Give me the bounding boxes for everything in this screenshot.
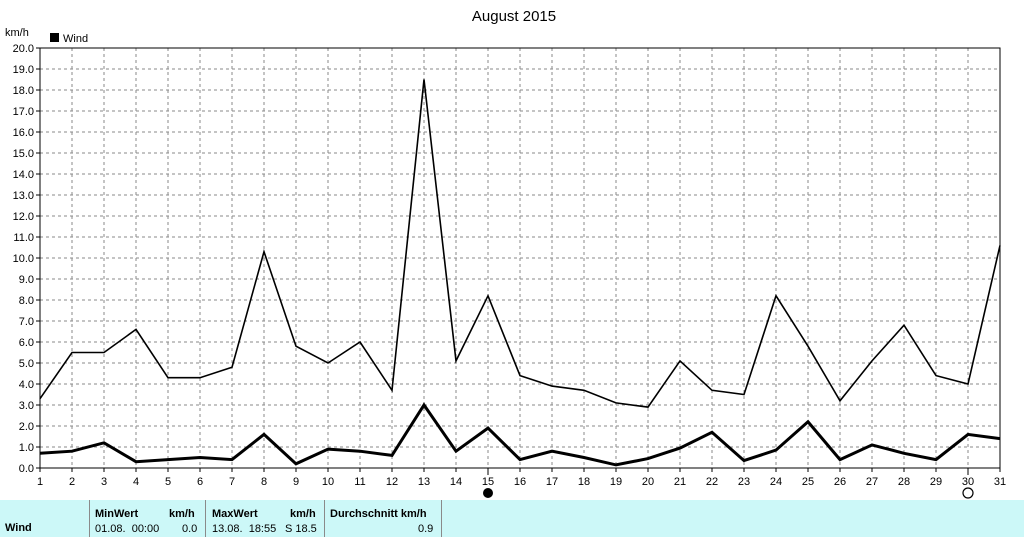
x-tick-label: 31 (994, 476, 1006, 488)
y-tick-label: 3.0 (19, 400, 34, 412)
x-tick-label: 26 (834, 476, 846, 488)
x-tick-label: 18 (578, 476, 590, 488)
x-tick-label: 13 (418, 476, 430, 488)
x-tick-label: 11 (354, 476, 365, 488)
min-value: 0.0 (182, 523, 198, 535)
y-axis-unit: km/h (5, 27, 29, 39)
y-tick-label: 9.0 (19, 274, 34, 286)
x-tick-label: 14 (450, 476, 462, 488)
series-lines (39, 79, 1001, 467)
row-label: Wind (5, 522, 32, 534)
x-axis-ticks: 1 2 3 4 5 6 7 8 9 10 11 12 13 14 15 16 17 18 19 20 21 22 23 24 2… (37, 468, 1006, 488)
x-tick-label: 4 (133, 476, 139, 488)
max-value: S 18.5 (285, 523, 317, 535)
x-tick-label: 27 (866, 476, 878, 488)
x-tick-label: 30 (962, 476, 974, 488)
y-tick-label: 14.0 (13, 169, 34, 181)
legend-label: Wind (63, 33, 88, 45)
y-tick-label: 1.0 (19, 442, 34, 454)
y-tick-label: 4.0 (19, 379, 34, 391)
column-divider (441, 500, 442, 537)
column-divider (205, 500, 206, 537)
y-tick-label: 8.0 (19, 295, 34, 307)
x-tick-label: 5 (165, 476, 171, 488)
y-tick-label: 6.0 (19, 337, 34, 349)
wind-chart: August 2015 km/h Wind 0.0 1.0 2.0 3.0 4.0 5.0… (5, 8, 1006, 499)
x-tick-label: 8 (261, 476, 267, 488)
x-tick-label: 6 (197, 476, 203, 488)
x-tick-label: 12 (386, 476, 398, 488)
y-tick-label: 15.0 (13, 148, 34, 160)
x-tick-label: 17 (546, 476, 558, 488)
chart-title: August 2015 (472, 8, 556, 25)
series-line-avg (39, 402, 1001, 467)
column-divider (89, 500, 90, 537)
y-tick-label: 18.0 (13, 85, 34, 97)
x-tick-label: 7 (229, 476, 235, 488)
y-tick-label: 7.0 (19, 316, 34, 328)
y-tick-label: 12.0 (13, 211, 34, 223)
y-tick-label: 2.0 (19, 421, 34, 433)
x-tick-label: 19 (610, 476, 622, 488)
y-tick-label: 19.0 (13, 64, 34, 76)
legend-swatch (50, 33, 59, 42)
y-tick-label: 13.0 (13, 190, 34, 202)
max-unit-header: km/h (290, 508, 316, 520)
min-header: MinWert (95, 508, 139, 520)
avg-header: Durchschnitt km/h (330, 508, 427, 520)
moon-markers (483, 469, 974, 499)
grid (40, 48, 1000, 468)
x-tick-label: 25 (802, 476, 814, 488)
y-axis-ticks: 0.0 1.0 2.0 3.0 4.0 5.0 6.0 7.0 8.0 9.0 10.0 11.0 12… (13, 43, 40, 475)
x-tick-label: 24 (770, 476, 782, 488)
x-tick-label: 22 (706, 476, 718, 488)
x-tick-label: 29 (930, 476, 942, 488)
x-tick-label: 2 (69, 476, 75, 488)
x-tick-label: 28 (898, 476, 910, 488)
y-tick-label: 0.0 (19, 463, 34, 475)
x-tick-label: 23 (738, 476, 750, 488)
stats-table: Wind MinWert km/h 01.08. 00:00 0.0 MaxWe… (0, 500, 1024, 537)
plot-frame (39, 47, 1001, 469)
new-moon-icon (483, 488, 493, 498)
x-tick-label: 20 (642, 476, 654, 488)
y-tick-label: 17.0 (13, 106, 34, 118)
x-tick-label: 9 (293, 476, 299, 488)
x-tick-label: 3 (101, 476, 107, 488)
y-tick-label: 10.0 (13, 253, 34, 265)
min-time: 01.08. 00:00 (95, 523, 160, 535)
y-tick-label: 11.0 (13, 232, 34, 244)
avg-value: 0.9 (418, 523, 434, 535)
column-divider (324, 500, 325, 537)
y-tick-label: 20.0 (13, 43, 34, 55)
min-unit-header: km/h (169, 508, 195, 520)
x-tick-label: 1 (37, 476, 43, 488)
x-tick-label: 21 (674, 476, 686, 488)
max-time: 13.08. 18:55 (212, 523, 277, 535)
x-tick-label: 16 (514, 476, 526, 488)
series-line-max (39, 79, 1001, 408)
x-tick-label: 10 (322, 476, 334, 488)
y-tick-label: 16.0 (13, 127, 34, 139)
y-tick-label: 5.0 (19, 358, 34, 370)
full-moon-icon (962, 487, 974, 499)
x-tick-label: 15 (482, 476, 494, 488)
max-header: MaxWert (212, 508, 258, 520)
